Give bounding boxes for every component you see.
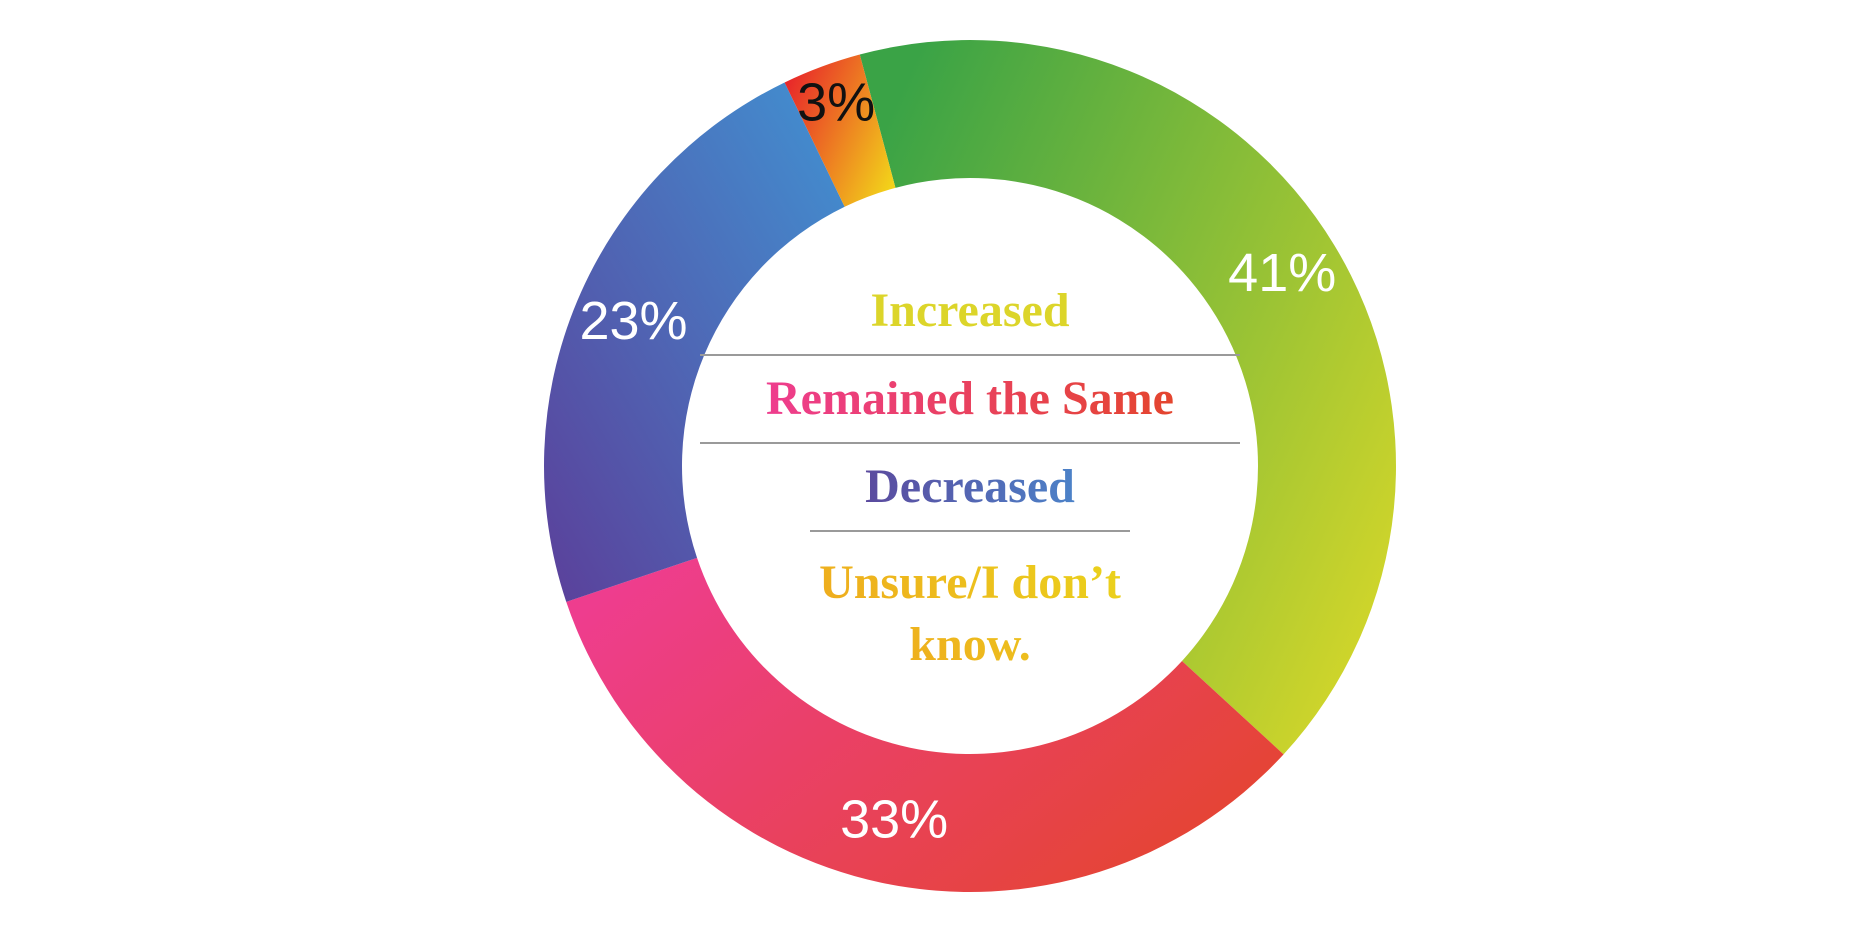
value-label: 3%	[797, 72, 875, 132]
value-label: 41%	[1228, 243, 1336, 303]
legend-item: Remained the Same	[700, 354, 1240, 442]
legend: Increased Remained the Same Decreased Unsur…	[700, 268, 1240, 688]
legend-item: Increased	[700, 268, 1240, 354]
donut-segment	[544, 82, 845, 602]
legend-item: Unsure/I don’t know.	[810, 530, 1130, 688]
legend-label: Increased	[870, 284, 1070, 337]
legend-item: Decreased	[700, 442, 1240, 530]
value-label: 23%	[579, 291, 687, 351]
donut-segment	[859, 40, 1397, 755]
legend-label: Decreased	[865, 460, 1075, 513]
legend-label: Unsure/I don’t know.	[810, 552, 1130, 676]
donut-segment	[566, 557, 1284, 893]
donut-segment	[784, 54, 896, 207]
legend-label: Remained the Same	[766, 372, 1174, 425]
value-label: 33%	[840, 789, 948, 849]
